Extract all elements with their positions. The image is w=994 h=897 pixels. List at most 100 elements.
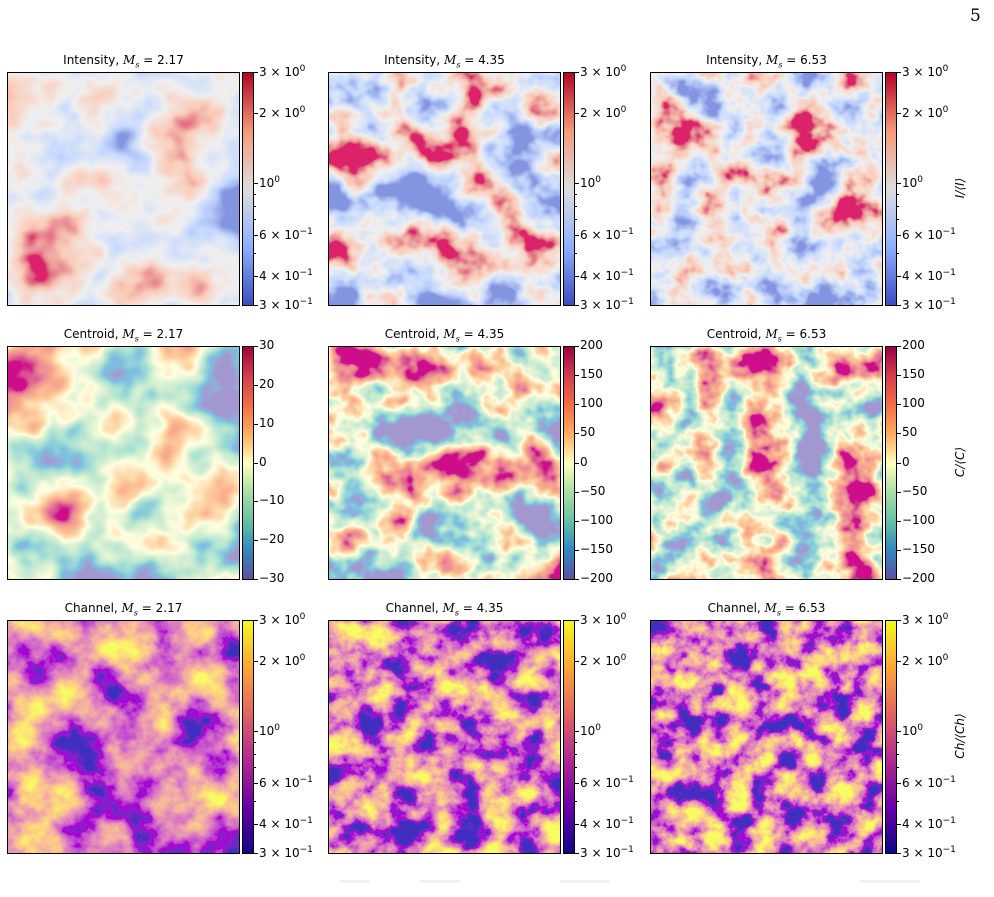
colorbar-tick-label: −200 [902,571,935,585]
colorbar-tick-mark [897,235,901,236]
colorbar-tick-label: 4 × 10−1 [580,268,634,283]
colorbar-tick-label: 150 [580,367,603,381]
colorbar-tick-mark [897,550,901,551]
faint-footer-text [340,880,920,883]
turbulence-map [650,346,883,580]
colorbar-tick-mark [897,463,901,464]
colorbar-tick-label: 4 × 10−1 [580,816,634,831]
panel-title: Channel, Ms = 2.17 [64,601,183,618]
colorbar-tick-mark [897,346,901,347]
colorbar-tick-label: 4 × 10−1 [259,816,313,831]
colorbar-tick-mark [254,783,258,784]
colorbar-tick-label: 200 [580,338,603,352]
turbulence-map-image [329,347,560,579]
colorbar-tick-label: 50 [902,425,918,439]
colorbar-tick-label: 2 × 100 [580,105,627,120]
colorbar-tick-label: 2 × 100 [259,653,306,668]
colorbar-tick-label: −10 [259,493,285,507]
turbulence-map [650,72,883,306]
colorbar-tick-label: 30 [259,338,275,352]
colorbar-tick-mark [575,620,579,621]
colorbar-tick-mark [897,276,901,277]
turbulence-map [7,620,240,854]
colorbar-tick-mark [254,235,258,236]
panel-title: Intensity, Ms = 6.53 [706,53,827,70]
colorbar-tick-mark [254,346,258,347]
colorbar-tick-mark [897,492,901,493]
colorbar-tick-label: 6 × 10−1 [902,227,956,242]
colorbar-minor-tick [575,194,577,195]
turbulence-map-image [8,73,239,305]
colorbar-tick-mark [254,113,258,114]
colorbar-tick-label: 2 × 100 [902,653,949,668]
colorbar-tick-mark [575,404,579,405]
panel-title: Intensity, Ms = 4.35 [384,53,505,70]
colorbar-tick-mark [897,521,901,522]
colorbar-tick-mark [575,492,579,493]
colorbar-tick-mark [575,72,579,73]
colorbar [242,620,254,854]
colorbar-tick-mark [897,661,901,662]
colorbar-tick-label: 4 × 10−1 [902,268,956,283]
colorbar-tick-label: 6 × 10−1 [259,227,313,242]
colorbar-tick-label: 3 × 10−1 [580,845,634,860]
colorbar-tick-label: 100 [902,396,925,410]
colorbar-tick-label: 6 × 10−1 [580,775,634,790]
colorbar-tick-label: 100 [580,723,602,738]
colorbar-tick-label: 3 × 100 [259,612,306,627]
colorbar-tick-label: −100 [580,513,613,527]
colorbar-tick-label: 100 [580,396,603,410]
colorbar-tick-label: 6 × 10−1 [259,775,313,790]
colorbar-tick-label: −150 [902,542,935,556]
colorbar-minor-tick [897,801,899,802]
colorbar-tick-label: 100 [259,175,281,190]
colorbar-tick-mark [575,824,579,825]
colorbar-tick-label: 3 × 100 [580,612,627,627]
colorbar-tick-label: −20 [259,532,285,546]
colorbar-tick-label: −150 [580,542,613,556]
turbulence-map-image [651,73,882,305]
colorbar-tick-mark [897,305,901,306]
colorbar-tick-mark [254,853,258,854]
colorbar-tick-mark [575,346,579,347]
colorbar-tick-mark [254,305,258,306]
colorbar-minor-tick [254,754,256,755]
colorbar-minor-tick [897,754,899,755]
colorbar-tick-mark [575,783,579,784]
colorbar-tick-label: 150 [902,367,925,381]
panel-title: Centroid, Ms = 6.53 [706,327,827,344]
colorbar-minor-tick [575,742,577,743]
colorbar-minor-tick [897,206,899,207]
colorbar-tick-label: −30 [259,571,285,585]
colorbar-tick-mark [897,579,901,580]
colorbar-minor-tick [575,767,577,768]
colorbar-tick-label: 200 [902,338,925,352]
row-axis-label: Ch/⟨Ch⟩ [953,713,967,759]
panel-title: Centroid, Ms = 2.17 [63,327,184,344]
colorbar-tick-label: 3 × 10−1 [259,845,313,860]
colorbar-tick-mark [897,783,901,784]
colorbar-tick-label: 3 × 10−1 [259,297,313,312]
colorbar-tick-label: 0 [259,455,267,469]
colorbar-tick-label: 100 [902,723,924,738]
colorbar-tick-mark [575,183,579,184]
colorbar-tick-label: 100 [580,175,602,190]
turbulence-map [328,620,561,854]
colorbar-tick-mark [254,501,258,502]
colorbar-tick-mark [897,731,901,732]
colorbar [563,620,575,854]
colorbar-tick-label: 3 × 100 [580,64,627,79]
page-number: 5 [970,6,981,26]
colorbar-tick-label: 4 × 10−1 [902,816,956,831]
colorbar-tick-mark [575,853,579,854]
colorbar-tick-mark [897,404,901,405]
colorbar-tick-label: 2 × 100 [902,105,949,120]
panel-title: Channel, Ms = 6.53 [707,601,826,618]
colorbar-tick-mark [575,463,579,464]
colorbar-tick-label: 3 × 100 [902,64,949,79]
turbulence-map [7,72,240,306]
colorbar-tick-mark [575,375,579,376]
colorbar-minor-tick [897,253,899,254]
colorbar-tick-mark [254,540,258,541]
colorbar-minor-tick [897,219,899,220]
